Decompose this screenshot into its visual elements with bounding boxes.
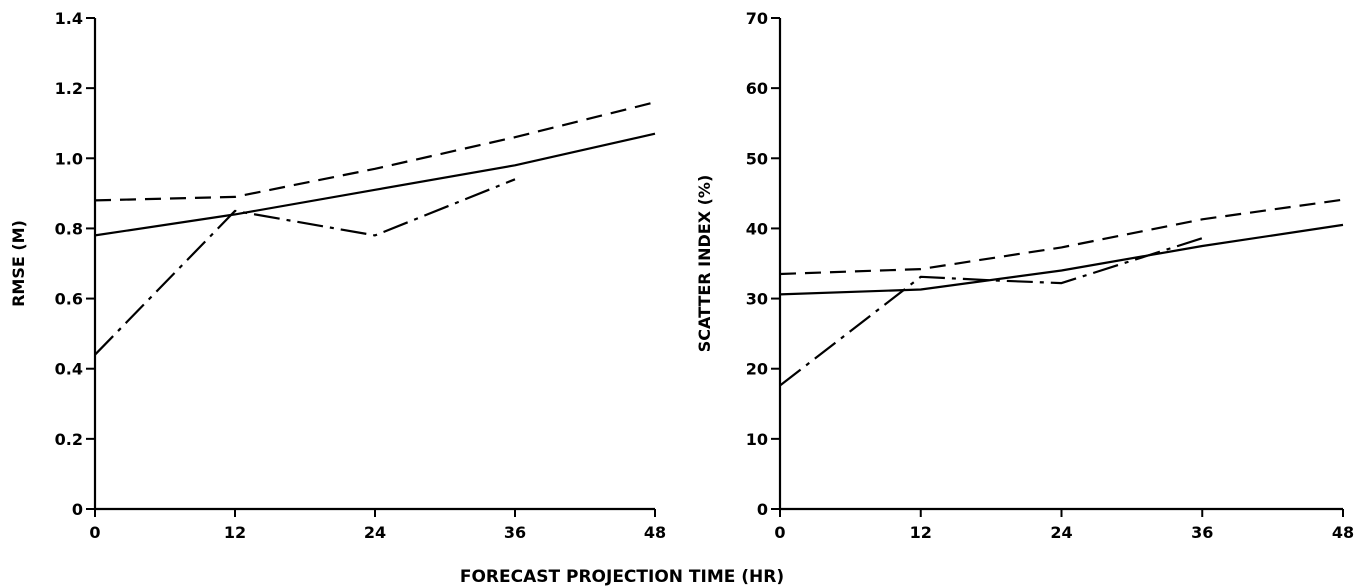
scatter-index-y-tick-label: 60 bbox=[746, 79, 768, 98]
rmse-panel: 0 0.2 0.4 0.6 0.8 1.0 1.2 1.4 0 12 24 36 48 RMSE (M) bbox=[9, 9, 666, 542]
rmse-x-tick-label: 36 bbox=[504, 523, 526, 542]
rmse-dashed-series-line bbox=[94, 101, 656, 202]
scatter-index-x-tick-label: 36 bbox=[1191, 523, 1213, 542]
scatter-index-y-tick-label: 50 bbox=[746, 149, 768, 168]
rmse-y-tick-label: 1.2 bbox=[55, 79, 83, 98]
rmse-dash-dot-series-line bbox=[94, 178, 516, 356]
rmse-y-tick-label: 1.4 bbox=[55, 9, 83, 28]
rmse-x-tick-label: 24 bbox=[364, 523, 386, 542]
rmse-x-tick-label: 0 bbox=[89, 523, 100, 542]
scatter-index-dashed-series-line bbox=[779, 198, 1344, 276]
scatter-index-solid-series-line bbox=[779, 223, 1344, 296]
scatter-index-dash-dot-series-line bbox=[779, 237, 1203, 387]
scatter-index-y-tick-label: 70 bbox=[746, 9, 768, 28]
rmse-y-tick-label: 0.6 bbox=[55, 290, 83, 309]
scatter-index-y-tick-label: 0 bbox=[757, 500, 768, 519]
rmse-y-tick-label: 1.0 bbox=[55, 149, 83, 168]
rmse-x-tick-label: 12 bbox=[224, 523, 246, 542]
rmse-solid-series-line bbox=[94, 132, 656, 237]
rmse-y-axis-label: RMSE (M) bbox=[9, 220, 28, 307]
scatter-index-x-tick-label: 12 bbox=[910, 523, 932, 542]
rmse-x-tick-label: 48 bbox=[644, 523, 666, 542]
rmse-y-tick-label: 0.2 bbox=[55, 430, 83, 449]
x-axis-title: FORECAST PROJECTION TIME (HR) bbox=[460, 567, 784, 586]
scatter-index-panel: 0 10 20 30 40 50 60 70 0 12 24 36 48 SCATTER INDEX (%… bbox=[695, 9, 1354, 542]
scatter-index-y-axis-label: SCATTER INDEX (%) bbox=[695, 175, 714, 353]
scatter-index-x-tick-label: 24 bbox=[1050, 523, 1072, 542]
rmse-y-tick-label: 0.8 bbox=[55, 219, 83, 238]
rmse-y-tick-label: 0 bbox=[72, 500, 83, 519]
scatter-index-x-tick-label: 48 bbox=[1332, 523, 1354, 542]
scatter-index-y-tick-label: 20 bbox=[746, 360, 768, 379]
rmse-y-tick-label: 0.4 bbox=[55, 360, 83, 379]
scatter-index-x-tick-label: 0 bbox=[774, 523, 785, 542]
scatter-index-y-tick-label: 30 bbox=[746, 290, 768, 309]
scatter-index-y-tick-label: 40 bbox=[746, 219, 768, 238]
scatter-index-y-tick-label: 10 bbox=[746, 430, 768, 449]
